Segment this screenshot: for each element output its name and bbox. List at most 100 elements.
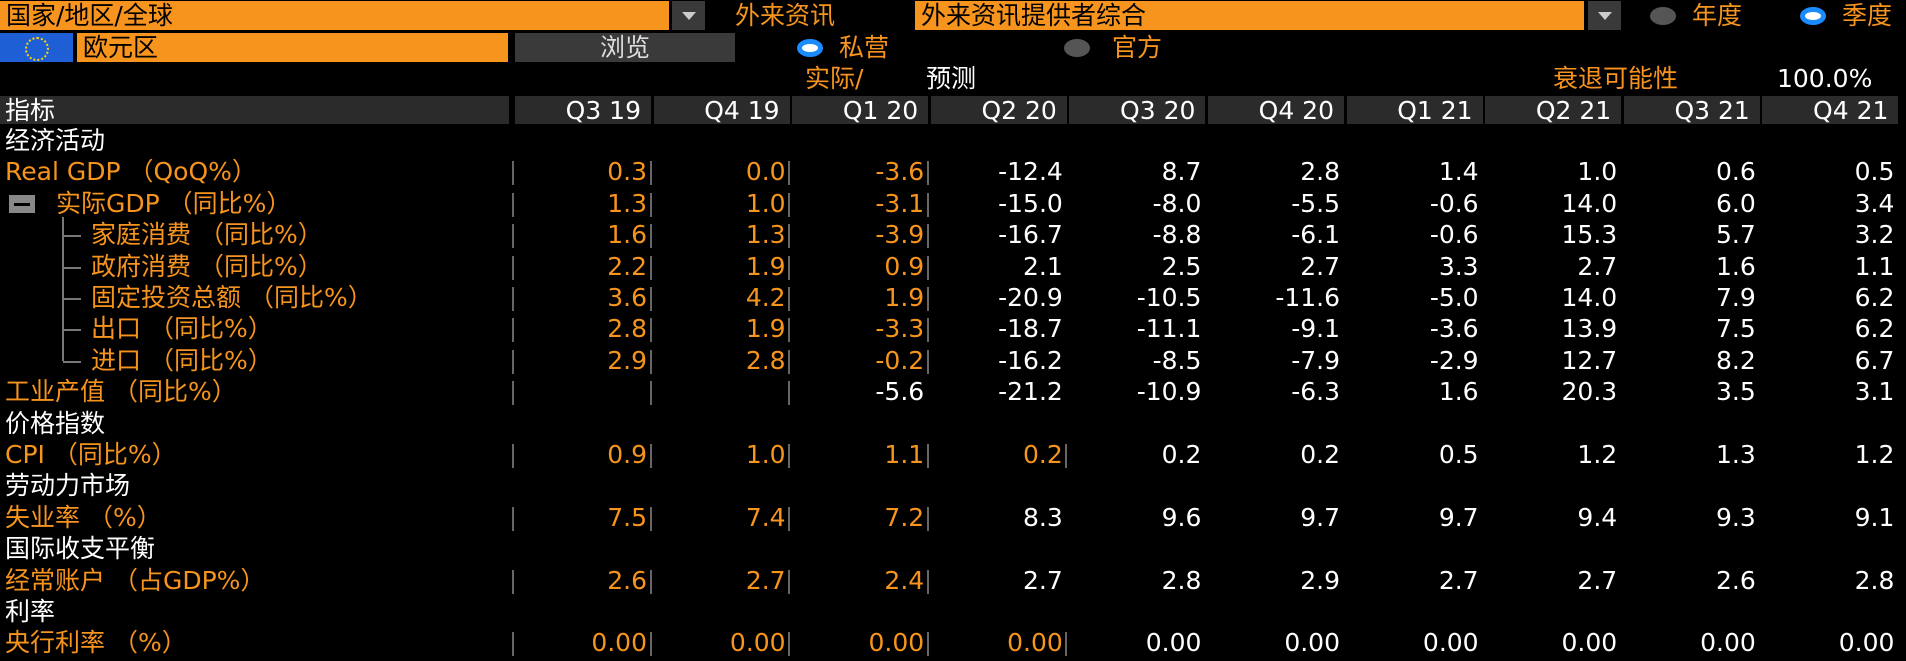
source-field[interactable]: 外来资讯提供者综合	[915, 1, 1584, 30]
data-cell: 8.2	[1716, 345, 1756, 375]
column-separator	[926, 255, 929, 280]
tree-branch	[63, 360, 81, 363]
data-cell: 6.2	[1854, 283, 1895, 312]
column-separator	[926, 224, 929, 249]
section-label: 经济活动	[5, 126, 106, 155]
data-cell: 7.5	[1716, 314, 1756, 344]
column-separator	[788, 381, 791, 406]
tree-branch	[63, 329, 81, 332]
column-separator	[649, 381, 652, 406]
data-cell: -15.0	[998, 188, 1063, 218]
data-cell: 2.8	[1300, 157, 1340, 187]
region-field[interactable]: 国家/地区/全球	[0, 1, 669, 30]
data-cell: 13.9	[1561, 314, 1618, 344]
radio-button[interactable]	[1650, 7, 1676, 25]
data-cell: 9.1	[1854, 502, 1895, 532]
row-label: 实际GDP （同比%）	[56, 188, 292, 218]
radio-label[interactable]: 官方	[1112, 33, 1163, 62]
data-cell: 12.7	[1561, 345, 1618, 375]
data-cell: 0.6	[1716, 157, 1756, 187]
data-cell: -0.2	[875, 345, 925, 375]
data-cell: 2.7	[1023, 565, 1063, 595]
column-separator	[649, 192, 652, 217]
data-cell: 2.7	[1577, 251, 1618, 281]
data-cell: -10.9	[1136, 377, 1202, 407]
radio-button[interactable]	[1064, 39, 1090, 57]
data-cell: -3.9	[875, 220, 925, 250]
column-separator	[649, 569, 652, 594]
row-label: 失业率 （%）	[5, 502, 162, 532]
data-cell: -12.4	[998, 157, 1063, 187]
radio-label[interactable]: 私营	[839, 33, 890, 62]
data-cell: 0.00	[591, 628, 647, 658]
column-separator	[926, 192, 929, 217]
data-cell: 2.6	[607, 565, 647, 595]
column-separator	[512, 161, 514, 186]
column-separator	[649, 161, 652, 186]
column-separator	[788, 632, 791, 657]
data-cell: 1.0	[745, 440, 786, 469]
data-cell: -10.5	[1136, 283, 1202, 312]
data-cell: 1.3	[607, 188, 647, 218]
data-cell: 14.0	[1561, 283, 1618, 312]
data-cell: -7.9	[1291, 345, 1340, 375]
dropdown-button[interactable]	[672, 1, 705, 30]
data-cell: -20.9	[998, 283, 1063, 312]
row-label: 经常账户 （占GDP%）	[5, 565, 266, 595]
section-label: 国际收支平衡	[5, 534, 156, 564]
data-cell: 1.9	[745, 314, 786, 344]
column-separator	[512, 349, 514, 374]
column-separator	[512, 192, 514, 217]
radio-label[interactable]: 季度	[1842, 1, 1893, 30]
data-cell: 3.3	[1438, 251, 1479, 281]
data-cell: -0.6	[1429, 188, 1479, 218]
data-cell: -3.6	[875, 157, 925, 187]
data-cell: 2.8	[1854, 565, 1895, 595]
data-cell: 9.6	[1161, 502, 1202, 532]
data-cell: 0.00	[1007, 628, 1063, 658]
radio-button[interactable]	[797, 39, 823, 57]
browse-button[interactable]: 浏览	[515, 33, 735, 62]
column-separator	[1065, 632, 1068, 657]
column-separator	[788, 444, 791, 468]
radio-label[interactable]: 年度	[1692, 1, 1743, 30]
data-cell: 2.9	[607, 345, 647, 375]
data-cell: 7.9	[1716, 283, 1756, 312]
icon-bar	[14, 202, 30, 206]
data-cell: 1.6	[1438, 377, 1479, 407]
data-cell: -16.7	[998, 220, 1063, 250]
data-cell: 0.5	[1854, 157, 1895, 187]
data-cell: 1.2	[1854, 440, 1895, 469]
row-label: 进口 （同比%）	[91, 345, 273, 375]
data-cell: -6.1	[1291, 220, 1340, 250]
data-cell: 4.2	[745, 283, 786, 312]
data-cell: 0.5	[1438, 440, 1479, 469]
column-separator	[649, 287, 652, 311]
radio-button[interactable]	[1800, 7, 1826, 25]
data-cell: 1.0	[745, 188, 786, 218]
data-cell: 15.3	[1561, 220, 1618, 250]
header-cell: Q4 19	[653, 96, 790, 125]
data-cell: 3.4	[1854, 188, 1895, 218]
data-cell: 14.0	[1561, 188, 1618, 218]
data-cell: 5.7	[1716, 220, 1756, 250]
dropdown-button[interactable]	[1588, 1, 1621, 30]
data-cell: 20.3	[1561, 377, 1618, 407]
column-separator	[926, 569, 929, 594]
area-field[interactable]: 欧元区	[77, 33, 508, 62]
data-cell: 2.7	[1300, 251, 1340, 281]
data-cell: 1.3	[745, 220, 786, 250]
data-cell: 0.2	[1161, 440, 1202, 469]
data-cell: 1.6	[1716, 251, 1756, 281]
tree-branch	[63, 235, 81, 238]
data-cell: -9.1	[1291, 314, 1340, 344]
header-cell: Q3 21	[1623, 96, 1760, 125]
data-cell: 1.2	[1577, 440, 1618, 469]
flag-icon	[0, 33, 73, 62]
data-cell: 0.3	[607, 157, 647, 187]
column-separator	[788, 569, 791, 594]
column-separator	[788, 287, 791, 311]
data-cell: -5.6	[875, 377, 925, 407]
data-cell: 3.6	[607, 283, 647, 312]
data-cell: 0.9	[884, 251, 925, 281]
